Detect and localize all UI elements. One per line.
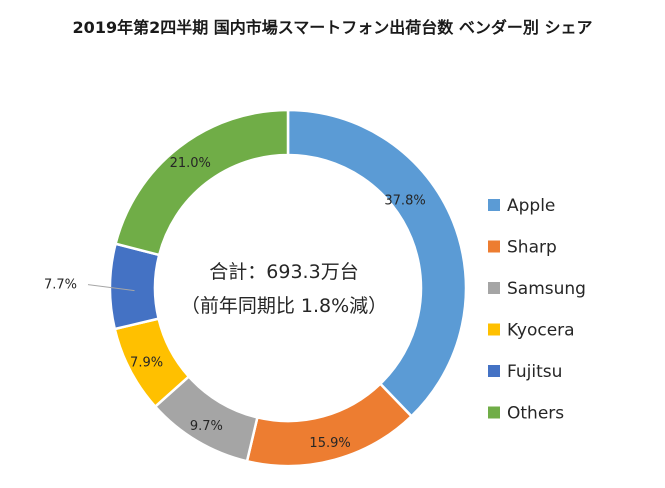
legend-item-samsung: Samsung	[488, 279, 586, 299]
legend-item-apple: Apple	[488, 196, 555, 216]
legend: Apple Sharp Samsung Kyocera Fujitsu Others	[488, 196, 586, 424]
slice-label-fujitsu: 7.7%	[44, 278, 77, 293]
slice-label-samsung: 9.7%	[190, 419, 223, 434]
legend-item-kyocera: Kyocera	[488, 321, 575, 341]
legend-swatch-samsung	[488, 282, 500, 294]
chart-title: 2019年第2四半期 国内市場スマートフォン出荷台数 ベンダー別 シェア	[72, 18, 593, 37]
legend-item-sharp: Sharp	[488, 238, 557, 258]
legend-label-fujitsu: Fujitsu	[507, 362, 562, 382]
legend-swatch-kyocera	[488, 323, 500, 336]
slice-others	[114, 108, 290, 257]
slice-labels: 37.8% 15.9% 9.7% 7.9% 7.7% 21.0%	[44, 156, 426, 451]
slice-label-others: 21.0%	[170, 156, 211, 171]
center-total-label: 合計：693.3万台	[209, 261, 358, 283]
slice-sharp	[245, 382, 414, 468]
legend-label-sharp: Sharp	[507, 238, 557, 258]
legend-label-apple: Apple	[507, 196, 555, 216]
legend-swatch-sharp	[488, 240, 500, 253]
slice-label-sharp: 15.9%	[309, 436, 350, 451]
legend-label-samsung: Samsung	[507, 279, 586, 299]
legend-label-kyocera: Kyocera	[507, 321, 575, 341]
slice-fujitsu	[108, 242, 161, 331]
slice-apple	[286, 108, 468, 418]
legend-swatch-fujitsu	[488, 365, 500, 377]
donut-slices	[108, 108, 468, 468]
center-yoy-label: （前年同期比 1.8%減）	[181, 295, 387, 317]
legend-label-others: Others	[507, 404, 564, 424]
legend-swatch-apple	[488, 199, 500, 211]
slice-label-kyocera: 7.9%	[130, 356, 163, 371]
legend-item-others: Others	[488, 404, 564, 424]
legend-swatch-others	[488, 406, 500, 419]
center-summary: 合計：693.3万台 （前年同期比 1.8%減）	[181, 261, 387, 317]
slice-label-apple: 37.8%	[384, 194, 425, 209]
leader-line-fujitsu	[87, 284, 135, 292]
legend-item-fujitsu: Fujitsu	[488, 362, 562, 382]
